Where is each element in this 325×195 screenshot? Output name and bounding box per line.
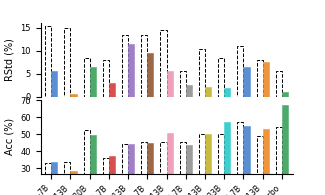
Bar bbox=[166, 133, 173, 195]
Bar bbox=[282, 105, 288, 195]
Bar bbox=[84, 58, 90, 97]
Bar bbox=[166, 71, 173, 97]
Bar bbox=[205, 88, 211, 97]
Bar bbox=[103, 158, 109, 195]
Bar bbox=[276, 127, 282, 195]
Bar bbox=[84, 130, 90, 195]
Bar bbox=[205, 134, 211, 195]
Bar bbox=[161, 142, 166, 195]
Y-axis label: Acc (%): Acc (%) bbox=[5, 118, 15, 155]
Bar bbox=[237, 46, 243, 97]
Bar bbox=[161, 30, 166, 97]
Bar bbox=[90, 67, 96, 97]
Bar bbox=[141, 35, 147, 97]
Bar bbox=[276, 71, 282, 97]
Bar bbox=[122, 144, 128, 195]
Bar bbox=[243, 126, 250, 195]
Bar bbox=[199, 49, 205, 97]
Bar bbox=[218, 134, 224, 195]
Bar bbox=[122, 35, 128, 97]
Bar bbox=[71, 171, 77, 195]
Bar bbox=[282, 92, 288, 97]
Bar bbox=[109, 83, 115, 97]
Bar bbox=[109, 156, 115, 195]
Bar bbox=[218, 58, 224, 97]
Bar bbox=[103, 60, 109, 97]
Bar bbox=[64, 28, 71, 97]
Bar bbox=[237, 122, 243, 195]
Bar bbox=[141, 142, 147, 195]
Bar bbox=[128, 144, 134, 195]
Y-axis label: RStd (%): RStd (%) bbox=[5, 39, 15, 82]
Bar bbox=[64, 162, 71, 195]
Bar bbox=[51, 71, 57, 97]
Bar bbox=[263, 62, 269, 97]
Bar bbox=[256, 60, 263, 97]
Bar bbox=[224, 88, 230, 97]
Bar bbox=[186, 145, 192, 195]
Bar bbox=[180, 71, 186, 97]
Bar bbox=[243, 67, 250, 97]
Bar bbox=[45, 26, 51, 97]
Bar bbox=[147, 53, 153, 97]
Bar bbox=[71, 94, 77, 97]
Bar bbox=[186, 85, 192, 97]
Bar bbox=[263, 129, 269, 195]
Bar bbox=[224, 122, 230, 195]
Bar bbox=[51, 162, 57, 195]
Bar bbox=[128, 44, 134, 97]
Bar bbox=[256, 136, 263, 195]
Bar bbox=[90, 135, 96, 195]
Bar bbox=[45, 163, 51, 195]
Bar bbox=[180, 142, 186, 195]
Bar bbox=[199, 134, 205, 195]
Bar bbox=[147, 143, 153, 195]
